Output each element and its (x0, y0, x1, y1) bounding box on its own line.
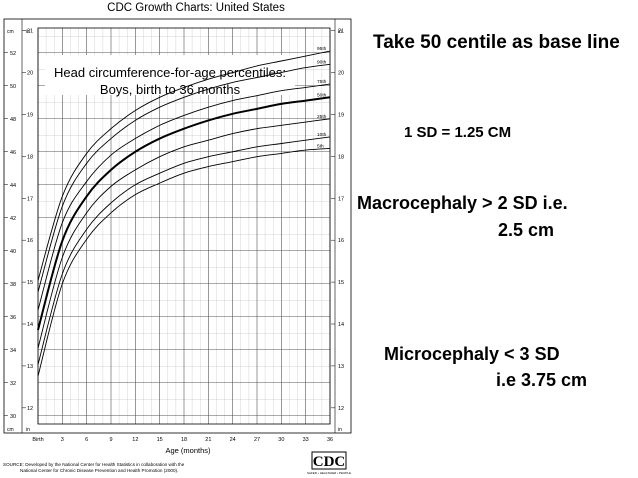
x-tick-label: Birth (32, 437, 43, 443)
y-tick-in-right: 18 (338, 154, 344, 160)
series-label-5th: 5th (317, 143, 324, 149)
x-tick-label: 36 (327, 437, 333, 443)
y-tick-in-left: 20 (27, 71, 33, 77)
y-tick-in-left: 15 (27, 280, 33, 286)
series-label-95th: 95th (317, 46, 327, 52)
chart-title-line2: Boys, birth to 36 months (100, 82, 241, 97)
plot-frame (37, 27, 331, 425)
y-tick-cm: 36 (10, 315, 16, 321)
x-tick-label: 21 (205, 437, 211, 443)
y-tick-in-right: 16 (338, 238, 344, 244)
x-tick-label: 9 (109, 437, 112, 443)
cdc-logo-subtext: SAFER • HEALTHIER • PEOPLE (307, 471, 351, 475)
y-unit-in-bottom: in (26, 427, 30, 433)
y-tick-in-right: 20 (338, 71, 344, 77)
note-sd: 1 SD = 1.25 CM (404, 124, 512, 141)
series-line-5th (37, 148, 331, 377)
y-tick-in-left: 14 (27, 322, 33, 328)
x-tick-label: 30 (278, 437, 284, 443)
y-tick-cm: 48 (10, 117, 16, 123)
y-tick-cm: 32 (10, 381, 16, 387)
note-microcephaly: Microcephaly < 3 SD (384, 344, 560, 364)
y-tick-in-right: 17 (338, 196, 344, 202)
y-tick-cm: 38 (10, 282, 16, 288)
y-tick-cm: 52 (10, 51, 16, 57)
y-tick-in-right: 13 (338, 364, 344, 370)
y-tick-cm: 34 (10, 348, 16, 354)
y-tick-in-left: 19 (27, 112, 33, 118)
x-tick-label: 6 (85, 437, 88, 443)
y-unit-in-right-top: in (338, 29, 342, 35)
series-label-75th: 75th (317, 79, 327, 85)
title-box-bg (45, 55, 295, 95)
y-tick-in-left: 16 (27, 238, 33, 244)
series-label-10th: 10th (317, 132, 327, 138)
percentile-series (37, 50, 331, 377)
x-tick-label: 18 (181, 437, 187, 443)
x-axis-label: Age (months) (165, 446, 211, 455)
source-line2: National Center for Chronic Disease Prev… (20, 468, 178, 473)
y-tick-in-right: 19 (338, 112, 344, 118)
y-tick-in-right: 14 (338, 322, 344, 328)
series-label-25th: 25th (317, 114, 327, 120)
percentile-labels: 95th 90th 75th 50th 25th 10th 5th (317, 46, 327, 149)
y-tick-cm: 42 (10, 216, 16, 222)
y-unit-cm-bottom: cm (7, 427, 14, 433)
chart-title-line1: Head circumference-for-age percentiles: (54, 65, 286, 80)
note-macrocephaly: Macrocephaly > 2 SD i.e. (357, 193, 568, 213)
y-tick-in-left: 18 (27, 154, 33, 160)
outer-frame (3, 18, 352, 434)
x-tick-label: 12 (132, 437, 138, 443)
x-tick-label: 27 (254, 437, 260, 443)
y-tick-in-right: 12 (338, 406, 344, 412)
series-label-50th: 50th (317, 92, 327, 98)
series-label-90th: 90th (317, 59, 327, 65)
series-line-75th (37, 83, 331, 311)
y-unit-in-top: in (26, 29, 30, 35)
x-tick-label: 24 (230, 437, 236, 443)
y-tick-cm: 40 (10, 249, 16, 255)
y-tick-cm: 30 (10, 414, 16, 420)
cdc-logo: CDC SAFER • HEALTHIER • PEOPLE (307, 451, 351, 475)
y-tick-in-right: 15 (338, 280, 344, 286)
series-line-95th (37, 50, 331, 281)
y-tick-cm: 50 (10, 84, 16, 90)
cdc-logo-text: CDC (313, 454, 346, 470)
series-line-90th (37, 63, 331, 293)
x-tick-label: 3 (61, 437, 64, 443)
note-microcephaly-value: i.e 3.75 cm (496, 370, 588, 390)
series-line-25th (37, 118, 331, 349)
y-tick-in-right: 21 (338, 29, 344, 35)
series-line-50th (37, 96, 331, 331)
chart-header: CDC Growth Charts: United States (107, 2, 285, 14)
y-tick-in-left: 13 (27, 364, 33, 370)
series-line-10th (37, 136, 331, 365)
y-unit-in-right-bottom: in (338, 427, 342, 433)
y-tick-in-left: 17 (27, 196, 33, 202)
y-tick-in-left: 12 (27, 406, 33, 412)
note-baseline: Take 50 centile as base line (373, 32, 620, 53)
note-macrocephaly-value: 2.5 cm (498, 220, 555, 240)
source-line1: SOURCE: Developed by the National Center… (3, 462, 185, 467)
y-tick-in-left: 21 (27, 29, 33, 35)
y-tick-cm: 46 (10, 150, 16, 156)
y-tick-cm: 44 (10, 183, 16, 189)
x-tick-label: 15 (157, 437, 163, 443)
x-tick-label: 33 (303, 437, 309, 443)
y-unit-cm-top: cm (7, 29, 14, 35)
